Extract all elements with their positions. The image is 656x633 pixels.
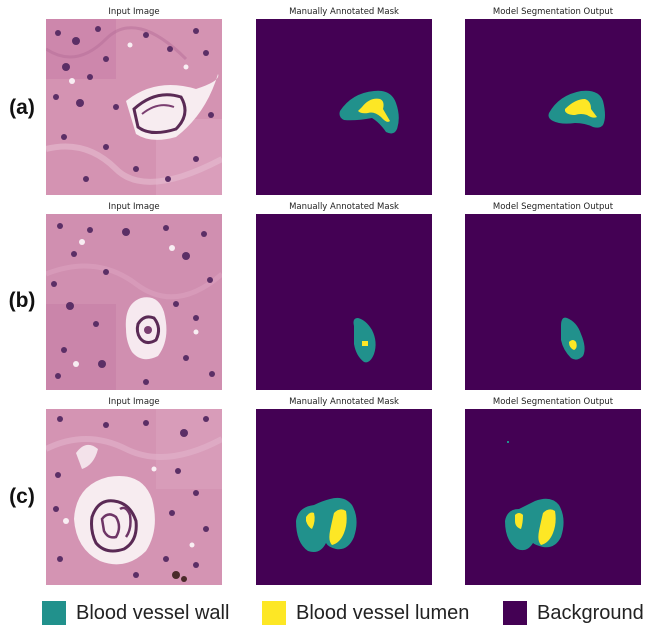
legend-label: Blood vessel lumen [296, 601, 470, 624]
legend-item-vessel-lumen: Blood vessel lumen [262, 600, 469, 626]
legend-swatch-vessel-wall [42, 601, 66, 625]
model-output-b [465, 214, 641, 390]
panel-title: Model Segmentation Output [492, 397, 614, 407]
row-label-b: (b) [8, 289, 36, 312]
legend-swatch-vessel-lumen [262, 601, 286, 625]
legend-item-vessel-wall: Blood vessel wall [42, 600, 229, 626]
annotated-mask-c [256, 409, 432, 585]
legend-label: Background [537, 601, 644, 624]
panel-title: Manually Annotated Mask [289, 202, 399, 212]
legend-label: Blood vessel wall [76, 601, 230, 624]
annotated-mask-b [256, 214, 432, 390]
annotated-mask-a [256, 19, 432, 195]
histology-image-a [46, 19, 222, 195]
panel-title: Model Segmentation Output [492, 202, 614, 212]
panel-title: Manually Annotated Mask [289, 7, 399, 17]
panel-title: Input Image [108, 397, 160, 407]
legend: Blood vessel wall Blood vessel lumen Bac… [0, 600, 656, 626]
histology-image-b [46, 214, 222, 390]
row-label-c: (c) [9, 485, 35, 508]
model-output-a [465, 19, 641, 195]
panel-title: Model Segmentation Output [492, 7, 614, 17]
panel-title: Manually Annotated Mask [289, 397, 399, 407]
legend-swatch-background [503, 601, 527, 625]
model-output-c [465, 409, 641, 585]
row-label-a: (a) [9, 96, 35, 119]
histology-image-c [46, 409, 222, 585]
panel-title: Input Image [108, 202, 160, 212]
legend-item-background: Background [503, 600, 644, 626]
panel-title: Input Image [108, 7, 160, 17]
